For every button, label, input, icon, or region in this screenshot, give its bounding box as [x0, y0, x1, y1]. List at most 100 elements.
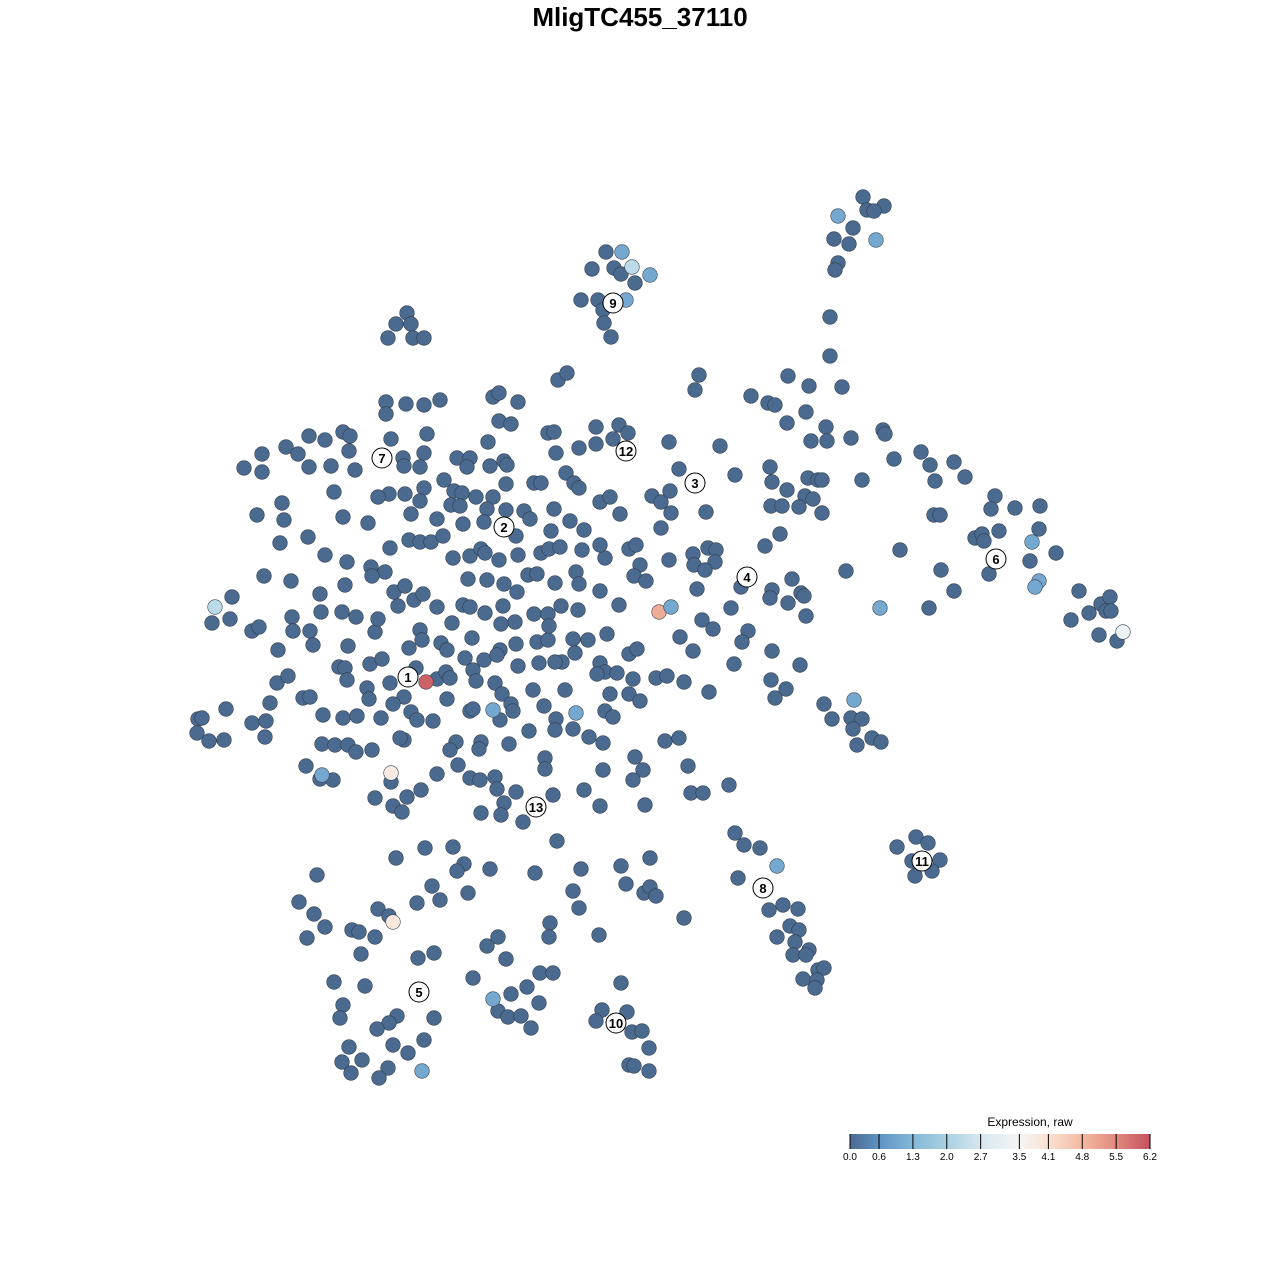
data-point: [767, 397, 783, 413]
data-point: [653, 494, 669, 510]
colorbar-gradient: [850, 1134, 1150, 1149]
data-point: [526, 606, 542, 622]
data-point: [549, 833, 565, 849]
data-point: [337, 577, 353, 593]
data-point: [499, 457, 515, 473]
data-point: [691, 367, 707, 383]
data-point: [479, 938, 495, 954]
data-point: [596, 315, 612, 331]
data-point: [613, 975, 629, 991]
data-point: [460, 885, 476, 901]
data-point: [574, 542, 590, 558]
data-point: [454, 485, 470, 501]
points-layer: [189, 189, 1131, 1086]
data-point: [370, 489, 386, 505]
data-point: [855, 189, 871, 205]
data-point: [1063, 612, 1079, 628]
data-point: [565, 721, 581, 737]
data-point-expressed: [385, 914, 401, 930]
data-point: [845, 220, 861, 236]
data-point: [801, 378, 817, 394]
data-point: [306, 906, 322, 922]
cluster-label-badge: [493, 516, 515, 538]
data-point: [591, 927, 607, 943]
data-point: [477, 545, 493, 561]
data-point-expressed: [614, 244, 630, 260]
data-point: [592, 583, 608, 599]
data-point: [442, 742, 458, 758]
data-point: [892, 542, 908, 558]
data-point: [335, 997, 351, 1013]
data-point: [455, 516, 471, 532]
data-point: [854, 472, 870, 488]
data-point: [553, 598, 569, 614]
data-point: [513, 1008, 529, 1024]
data-point: [743, 388, 759, 404]
data-point: [302, 623, 318, 639]
colorbar-tick-label: 4.8: [1075, 1152, 1089, 1163]
data-point: [401, 640, 417, 656]
data-point: [598, 244, 614, 260]
data-point: [509, 584, 525, 600]
data-point: [661, 434, 677, 450]
data-point: [661, 552, 677, 568]
data-point: [423, 534, 439, 550]
data-point: [403, 506, 419, 522]
cluster-label-badge: [736, 566, 758, 588]
data-point: [599, 626, 615, 642]
data-point: [790, 901, 806, 917]
data-point: [659, 668, 675, 684]
data-point: [533, 475, 549, 491]
data-point: [342, 428, 358, 444]
data-point: [380, 330, 396, 346]
data-point: [536, 698, 552, 714]
data-point: [302, 689, 318, 705]
data-point: [620, 425, 636, 441]
data-point: [414, 632, 430, 648]
data-point: [364, 742, 380, 758]
data-point: [334, 604, 350, 620]
data-point: [515, 814, 531, 830]
data-point: [222, 611, 238, 627]
data-point: [274, 495, 290, 511]
data-point: [194, 710, 210, 726]
data-point: [581, 729, 597, 745]
data-point: [826, 231, 842, 247]
data-point: [367, 929, 383, 945]
data-point-expressed: [568, 705, 584, 721]
colorbar-tick-label: 4.1: [1041, 1152, 1055, 1163]
data-point: [371, 1070, 387, 1086]
data-point: [602, 489, 618, 505]
data-point: [256, 568, 272, 584]
cluster-label-badge: [985, 548, 1007, 570]
data-point: [757, 538, 773, 554]
data-point: [803, 433, 819, 449]
data-point: [349, 708, 365, 724]
data-point: [818, 419, 834, 435]
data-point: [508, 636, 524, 652]
data-point: [498, 502, 514, 518]
data-point: [270, 642, 286, 658]
data-point: [1081, 605, 1097, 621]
cluster-label: 5: [415, 985, 422, 1000]
data-point: [489, 781, 505, 797]
data-point: [361, 691, 377, 707]
data-point: [584, 261, 600, 277]
data-point: [216, 732, 232, 748]
data-point: [426, 1010, 442, 1026]
data-point: [326, 974, 342, 990]
data-point: [339, 672, 355, 688]
cluster-label: 9: [609, 296, 616, 311]
data-point: [521, 723, 537, 739]
data-point: [603, 329, 619, 345]
data-point: [849, 737, 865, 753]
data-point: [814, 472, 830, 488]
data-point: [637, 797, 653, 813]
data-point: [697, 562, 713, 578]
data-point: [653, 520, 669, 536]
data-point: [353, 946, 369, 962]
data-point: [798, 608, 814, 624]
data-point: [327, 737, 343, 753]
data-point: [477, 605, 493, 621]
data-point: [496, 576, 512, 592]
